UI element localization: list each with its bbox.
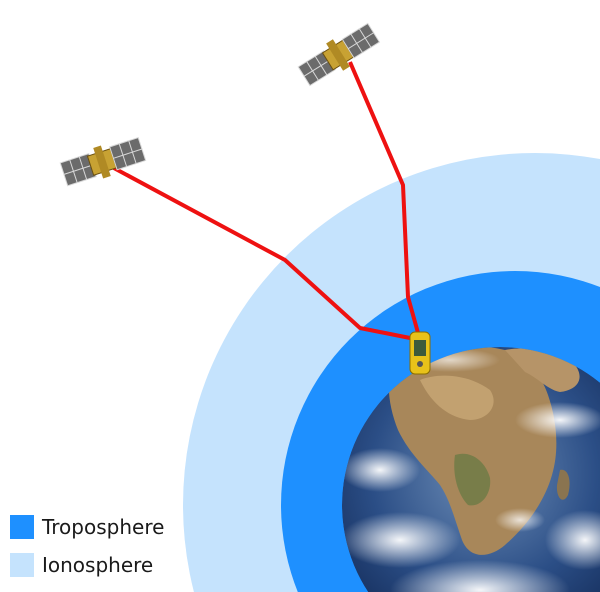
troposphere-swatch <box>10 515 34 539</box>
satellite-icon <box>59 136 147 187</box>
gps-receiver-icon <box>409 331 431 375</box>
signal-path-top <box>348 61 422 341</box>
legend-item-ionosphere: Ionosphere <box>10 553 153 577</box>
ionosphere-swatch <box>10 553 34 577</box>
legend-item-troposphere: Troposphere <box>10 515 164 539</box>
legend-label-troposphere: Troposphere <box>42 515 165 539</box>
earth-globe <box>342 347 600 592</box>
signal-path-left <box>111 165 421 342</box>
satellite-icon <box>297 22 381 87</box>
legend-label-ionosphere: Ionosphere <box>42 553 154 577</box>
